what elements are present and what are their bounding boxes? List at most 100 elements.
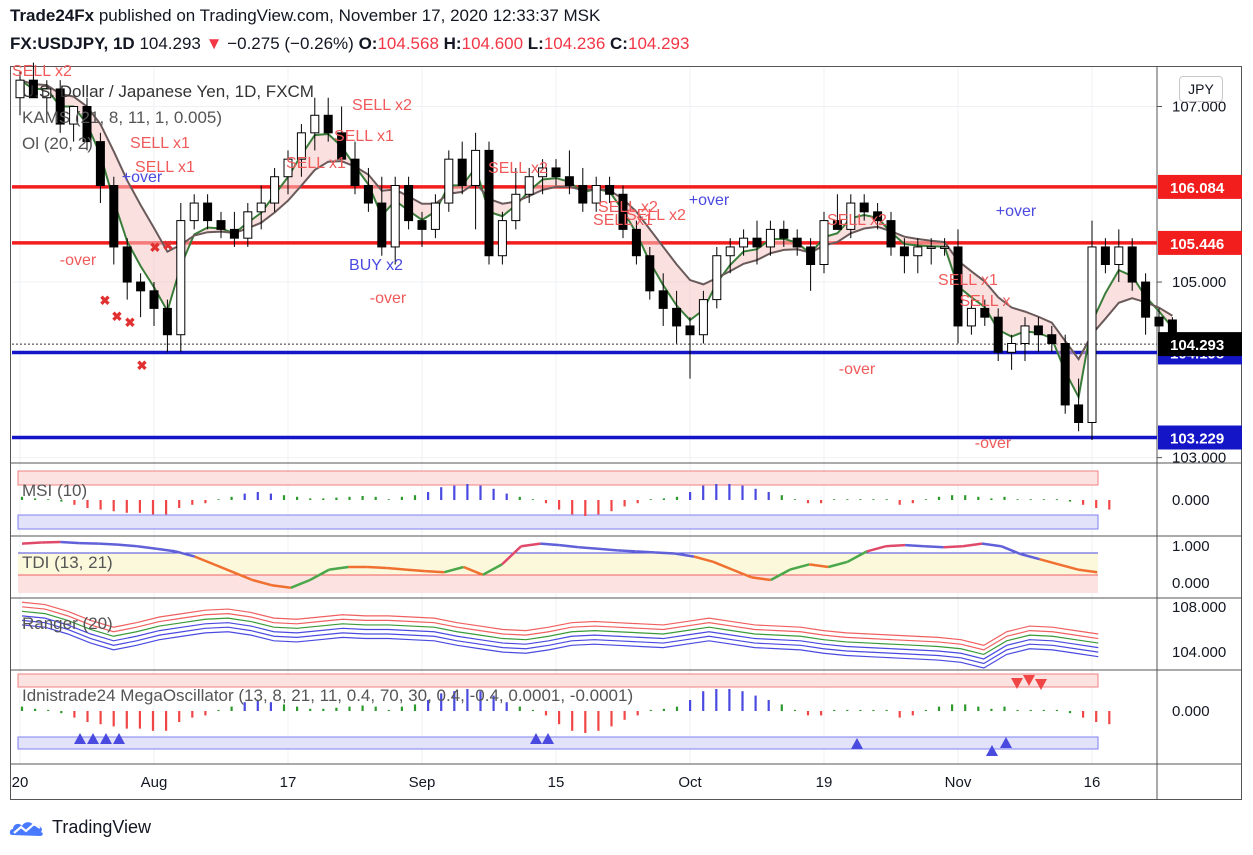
- tdi-line: [693, 555, 714, 564]
- candle-body: [444, 158, 454, 204]
- candle-body: [605, 185, 615, 195]
- tdi-line: [866, 544, 887, 553]
- ranger-band-line: [21, 606, 1099, 651]
- tdi-line: [137, 544, 157, 551]
- tdi-line: [329, 565, 349, 571]
- candle-body: [1060, 343, 1070, 406]
- signal-label: SELL x1: [334, 128, 394, 145]
- buy-triangle-icon: [100, 733, 112, 744]
- tradingview-cloud-icon: [9, 822, 43, 836]
- msi-legend: MSI (10): [22, 481, 87, 500]
- ol-legend: Ol (20, 2): [22, 134, 93, 153]
- tdi-line: [21, 541, 42, 545]
- tdi-line: [425, 569, 445, 574]
- candle-body: [752, 237, 762, 248]
- x-tick-label: Nov: [945, 774, 972, 791]
- mega-legend: Idnistrade24 MegaOscillator (13, 8, 21, …: [22, 686, 633, 705]
- tdi-line: [751, 576, 771, 582]
- tdi-line: [521, 542, 541, 548]
- signal-label: SELL x2: [352, 97, 412, 114]
- candle-body: [698, 299, 708, 336]
- sell-triangle-icon: [1023, 675, 1035, 686]
- tdi-line: [156, 547, 176, 553]
- last-price-label: 104.293: [1170, 337, 1224, 354]
- tdi-line: [194, 555, 215, 566]
- candle-body: [229, 228, 239, 239]
- tdi-line: [501, 545, 523, 566]
- tdi-line: [809, 563, 829, 569]
- buy-triangle-icon: [74, 733, 86, 744]
- candle-body: [1141, 281, 1151, 318]
- x-tick-label: Aug: [141, 774, 168, 791]
- tdi-tick-label: 1.000: [1172, 538, 1210, 555]
- signal-label: BUY x2: [349, 257, 403, 274]
- ranger-band-line: [21, 624, 1099, 669]
- msi-lower-band: [17, 514, 1099, 530]
- candle-body: [243, 211, 253, 239]
- publisher-name[interactable]: Trade24Fx: [10, 6, 95, 25]
- low-value: 104.236: [543, 34, 606, 53]
- tdi-line: [674, 552, 695, 558]
- tdi-line: [597, 547, 618, 552]
- candle-body: [430, 202, 440, 230]
- tdi-line: [981, 542, 1002, 548]
- tdi-line: [463, 565, 484, 576]
- tdi-line: [117, 543, 138, 548]
- tdi-legend: TDI (13, 21): [22, 553, 113, 572]
- candle-body: [832, 220, 842, 230]
- currency-button[interactable]: JPY: [1179, 76, 1223, 102]
- cross-marker: ✖: [100, 293, 111, 308]
- last-price-box: [1158, 332, 1242, 357]
- open-value: 104.568: [377, 34, 439, 53]
- candle-body: [886, 220, 896, 248]
- tdi-line: [885, 543, 906, 548]
- buy-triangle-icon: [87, 733, 99, 744]
- tdi-line: [943, 544, 963, 549]
- published-text: published on TradingView.com, November 1…: [98, 6, 601, 25]
- candle-body: [591, 185, 601, 204]
- candle-body: [765, 228, 775, 248]
- buy-triangle-icon: [986, 745, 998, 756]
- ranger-band-line: [21, 619, 1099, 665]
- tradingview-brand[interactable]: TradingView: [8, 815, 151, 839]
- price-tick-label: 105.000: [1172, 274, 1226, 291]
- signal-label: SELL x1: [286, 155, 346, 172]
- candle-body: [55, 88, 65, 125]
- tdi-line: [290, 578, 311, 589]
- publish-line: Trade24Fx published on TradingView.com, …: [10, 6, 600, 26]
- signal-label: SELL x2: [12, 63, 72, 80]
- tdi-line: [540, 542, 560, 547]
- candle-body: [95, 141, 105, 187]
- candle-body: [819, 220, 829, 266]
- candle-body: [323, 114, 333, 134]
- candle-body: [645, 255, 655, 292]
- x-tick-label: Oct: [678, 774, 702, 791]
- brand-name: TradingView: [52, 816, 152, 837]
- buy-triangle-icon: [542, 733, 554, 744]
- cross-marker: ✖: [125, 315, 136, 330]
- candle-body: [122, 246, 132, 283]
- signal-label: SELL x2: [598, 199, 658, 216]
- candle-body: [390, 185, 400, 248]
- signal-label: SELL x2: [626, 207, 686, 224]
- buy-triangle-icon: [530, 733, 542, 744]
- x-tick-label: 19: [816, 774, 833, 791]
- msi-tick-label: 0.000: [1172, 492, 1210, 509]
- ranger-tick-label: 104.000: [1172, 644, 1226, 661]
- candle-body: [162, 307, 172, 336]
- signal-label: SELL x: [960, 293, 1011, 310]
- candle-body: [497, 220, 507, 257]
- tdi-line: [847, 550, 868, 563]
- candle-body: [457, 158, 467, 187]
- tdi-line: [655, 551, 675, 555]
- msi-upper-band: [17, 470, 1099, 486]
- sell-triangle-icon: [1035, 679, 1047, 690]
- candle-body: [109, 185, 119, 248]
- candle-body: [350, 158, 360, 187]
- tdi-line: [636, 550, 656, 554]
- candle-body: [363, 185, 373, 204]
- candle-body: [1154, 316, 1164, 327]
- mega-upper-band: [17, 673, 1099, 688]
- signal-label: SELL x2: [827, 212, 887, 229]
